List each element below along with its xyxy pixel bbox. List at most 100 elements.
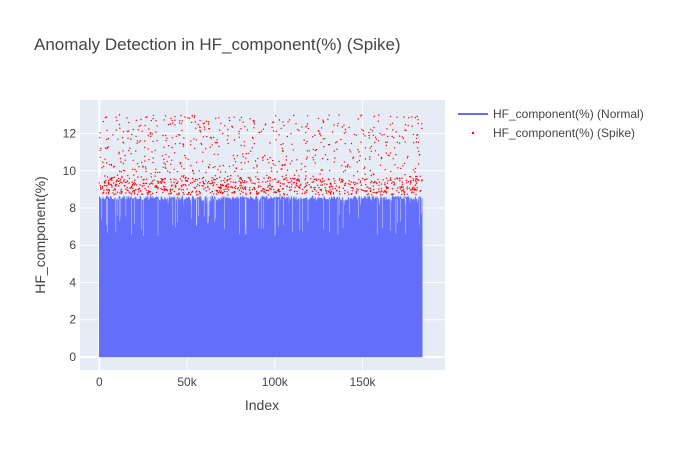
spike-point <box>160 177 162 180</box>
spike-point <box>265 192 267 194</box>
spike-point <box>392 193 394 196</box>
spike-point <box>407 155 409 158</box>
spike-point <box>413 187 415 189</box>
spike-point <box>216 191 219 193</box>
spike-point <box>136 140 139 142</box>
spike-point <box>324 189 327 191</box>
spike-point <box>131 183 134 186</box>
spike-point <box>251 188 254 191</box>
spike-point <box>278 134 280 136</box>
spike-point <box>182 176 185 178</box>
spike-point <box>228 165 231 168</box>
spike-point <box>306 125 308 127</box>
spike-point <box>272 159 274 162</box>
spike-point <box>391 182 393 184</box>
spike-point <box>407 124 409 127</box>
spike-point <box>239 187 242 189</box>
spike-point <box>372 182 374 184</box>
spike-point <box>228 178 230 181</box>
spike-point <box>118 151 121 153</box>
spike-point <box>198 177 201 180</box>
spike-point <box>406 186 408 188</box>
spike-point <box>155 186 158 188</box>
spike-point <box>196 179 199 181</box>
spike-point <box>142 166 144 168</box>
spike-point <box>166 189 168 191</box>
spike-point <box>199 129 201 131</box>
spike-point <box>195 127 197 129</box>
spike-point <box>291 143 293 145</box>
spike-point <box>356 182 359 184</box>
spike-point <box>191 169 194 171</box>
spike-point <box>226 179 229 181</box>
spike-point <box>270 170 273 172</box>
spike-point <box>162 134 164 137</box>
spike-point <box>362 133 365 135</box>
spike-point <box>114 188 116 190</box>
spike-point <box>267 180 269 182</box>
spike-point <box>392 129 394 131</box>
spike-point <box>411 188 414 190</box>
spike-point <box>349 149 351 151</box>
spike-point <box>361 114 363 116</box>
spike-point <box>209 164 211 166</box>
spike-point <box>111 184 113 187</box>
spike-point <box>401 136 403 138</box>
spike-point <box>258 178 260 181</box>
spike-point <box>324 154 327 156</box>
spike-point <box>315 148 318 151</box>
spike-point <box>344 143 346 145</box>
spike-point <box>347 165 349 167</box>
spike-point <box>181 175 183 177</box>
spike-point <box>224 181 226 183</box>
spike-point <box>278 119 281 121</box>
spike-point <box>156 125 158 127</box>
legend-spike-swatch <box>471 131 475 135</box>
spike-point <box>272 163 274 165</box>
spike-point <box>219 129 221 131</box>
spike-point <box>127 137 129 139</box>
spike-point <box>152 118 154 120</box>
spike-point <box>279 194 281 196</box>
spike-point <box>305 177 307 180</box>
spike-point <box>247 152 250 155</box>
spike-point <box>319 133 321 135</box>
spike-point <box>242 188 245 190</box>
spike-point <box>408 117 410 119</box>
spike-point <box>152 157 154 159</box>
spike-point <box>219 165 221 167</box>
spike-point <box>273 130 275 132</box>
spike-point <box>417 179 419 181</box>
y-tick-label: 2 <box>69 313 76 327</box>
spike-point <box>179 134 181 136</box>
spike-point <box>120 188 123 191</box>
spike-point <box>365 184 367 186</box>
spike-point <box>205 190 207 192</box>
spike-point <box>322 138 324 140</box>
spike-point <box>126 186 128 189</box>
spike-point <box>364 147 367 149</box>
spike-point <box>124 181 127 184</box>
spike-point <box>145 116 147 119</box>
spike-point <box>99 185 101 187</box>
spike-point <box>171 184 173 186</box>
spike-point <box>374 150 377 152</box>
spike-point <box>148 190 150 193</box>
spike-point <box>100 186 102 188</box>
spike-point <box>186 179 188 181</box>
spike-point <box>202 185 204 187</box>
spike-point <box>285 177 287 179</box>
spike-point <box>350 181 352 183</box>
spike-point <box>268 162 270 164</box>
spike-point <box>231 187 233 189</box>
spike-point <box>244 189 247 191</box>
spike-point <box>369 190 372 193</box>
chart-title: Anomaly Detection in HF_component(%) (Sp… <box>34 35 401 54</box>
spike-point <box>249 118 251 120</box>
spike-point <box>101 167 103 169</box>
spike-point <box>241 185 243 187</box>
spike-point <box>389 178 392 181</box>
spike-point <box>175 135 177 137</box>
spike-point <box>128 121 130 124</box>
spike-point <box>317 130 319 132</box>
